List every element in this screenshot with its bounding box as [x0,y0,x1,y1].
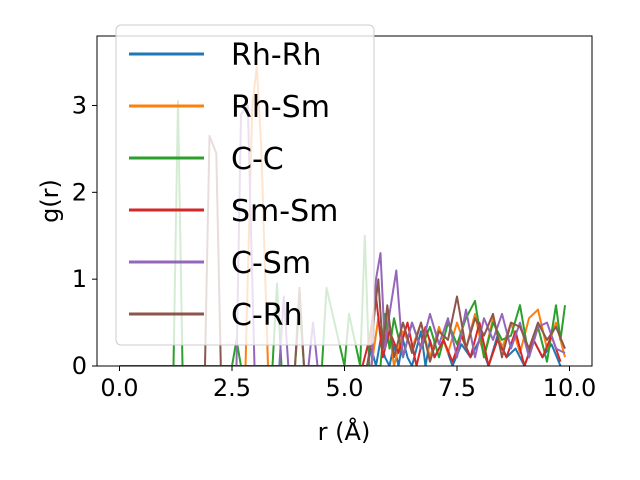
x-axis-title: r (Å) [318,417,371,446]
legend-label: C-C [231,142,284,177]
legend-label: C-Sm [231,246,311,281]
series-line-c-sm [119,104,566,366]
y-axis: 0 1 2 3 [72,91,97,380]
series-line-sm-sm [119,295,562,366]
y-tick-label: 1 [72,265,87,293]
y-axis-title: g(r) [36,179,64,223]
x-tick-label: 10.0 [543,374,596,402]
legend-label: Rh-Rh [231,38,322,73]
legend-label: Sm-Sm [231,194,338,229]
legend-label: Rh-Sm [231,90,330,125]
y-tick-label: 3 [72,91,87,119]
legend-label: C-Rh [231,298,303,333]
legend-box [115,24,375,346]
y-tick-label: 2 [72,178,87,206]
legend: Rh-Rh Rh-Sm C-C Sm-Sm C-Sm C-Rh [115,24,375,346]
x-axis: 0.0 2.5 5.0 7.5 10.0 [100,366,596,402]
x-tick-label: 0.0 [100,374,138,402]
y-tick-label: 0 [72,352,87,380]
x-tick-label: 2.5 [213,374,251,402]
x-tick-label: 7.5 [438,374,476,402]
x-tick-label: 5.0 [325,374,363,402]
